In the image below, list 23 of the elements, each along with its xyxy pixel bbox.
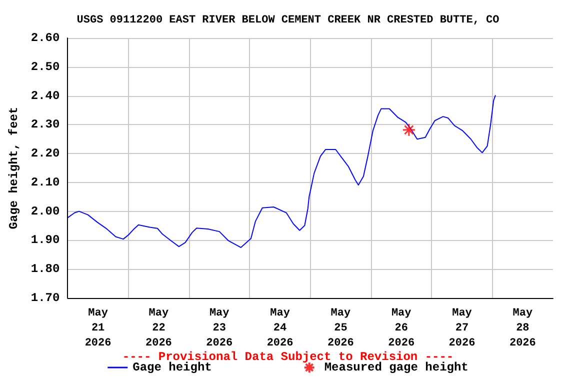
legend-label: Measured gage height (324, 360, 468, 374)
x-tick-label: May 25 2026 (327, 308, 354, 350)
x-tick-label: May 24 2026 (266, 308, 294, 350)
x-tick-label: May 27 2026 (448, 308, 476, 350)
y-tick-label: 2.10 (30, 175, 60, 190)
y-tick-label: 2.60 (30, 31, 60, 45)
y-tick-label: 2.20 (30, 146, 60, 161)
y-tick-label: 1.80 (30, 262, 60, 276)
y-tick-label: 1.90 (30, 233, 60, 248)
y-tick-label: 2.40 (30, 88, 60, 103)
x-tick-label: May 22 2026 (145, 308, 172, 350)
legend-label: Gage height (132, 360, 212, 374)
y-tick-label: 2.00 (30, 204, 60, 218)
x-tick-label: May 26 2026 (388, 308, 415, 350)
line-series (67, 94, 496, 248)
x-tick-label: May 23 2026 (206, 308, 233, 350)
x-tick-label: May 28 2026 (509, 308, 536, 350)
y-axis-title: Gage height, feet (7, 106, 21, 230)
y-tick-label: 2.50 (30, 60, 60, 74)
y-tick-label: 2.30 (30, 118, 60, 132)
y-tick-label: 1.70 (30, 291, 60, 305)
chart-title: USGS 09112200 EAST RIVER BELOW CEMENT CREEK NR CRESTED BUTTE, CO (76, 14, 500, 26)
x-tick-label: May 21 2026 (84, 308, 112, 350)
